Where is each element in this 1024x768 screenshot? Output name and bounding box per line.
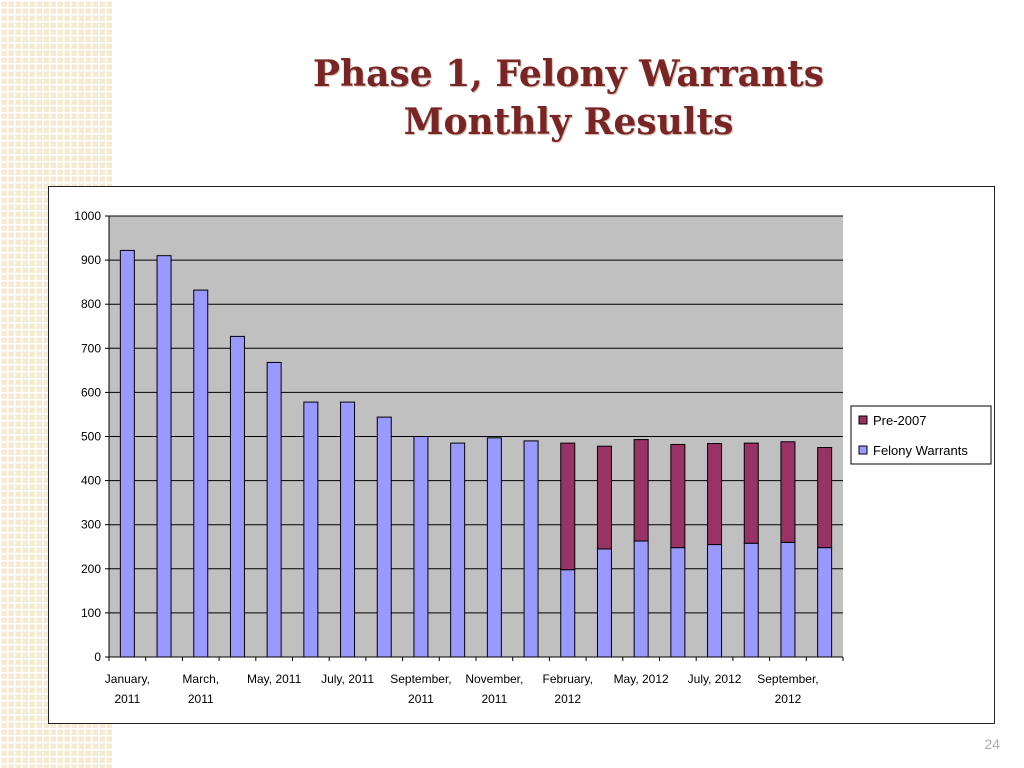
bar-felony-warrants bbox=[596, 548, 612, 658]
y-tick-label: 500 bbox=[81, 430, 101, 444]
x-tick-label: September, bbox=[757, 672, 818, 686]
bar-pre-2007 bbox=[707, 443, 723, 546]
bar-felony-warrants bbox=[780, 541, 796, 658]
bar-pre-2007 bbox=[817, 447, 833, 549]
bar-felony-warrants bbox=[193, 289, 209, 658]
bar-felony-warrants bbox=[450, 442, 466, 658]
bar-felony-warrants bbox=[413, 436, 429, 658]
slide-title-line-2: Monthly Results bbox=[403, 101, 734, 143]
x-tick-label: March, bbox=[182, 672, 219, 686]
x-tick-label: 2011 bbox=[408, 692, 434, 706]
bar-felony-warrants bbox=[523, 440, 539, 658]
bar-felony-warrants bbox=[707, 544, 723, 658]
x-tick-label: 2011 bbox=[188, 692, 214, 706]
x-tick-label: January, bbox=[105, 672, 150, 686]
page-number: 24 bbox=[984, 736, 1000, 752]
bar-felony-warrants bbox=[670, 547, 686, 658]
x-tick-label: February, bbox=[543, 672, 593, 686]
y-tick-label: 400 bbox=[81, 474, 101, 488]
y-tick-label: 900 bbox=[81, 253, 101, 267]
bar-pre-2007 bbox=[670, 443, 686, 549]
bar-pre-2007 bbox=[596, 445, 612, 550]
bar-felony-warrants bbox=[229, 335, 245, 658]
bar-felony-warrants bbox=[119, 249, 135, 658]
bar-felony-warrants bbox=[743, 542, 759, 658]
x-tick-label: September, bbox=[390, 672, 451, 686]
y-tick-label: 600 bbox=[81, 385, 101, 399]
chart-frame: 0 100 200 300 400 500 600 700 800 900 1000 January,… bbox=[48, 186, 995, 724]
y-tick-label: 800 bbox=[81, 297, 101, 311]
x-tick-label: May, 2012 bbox=[614, 672, 669, 686]
x-tick-label: 2011 bbox=[114, 692, 140, 706]
x-tick-label: May, 2011 bbox=[247, 672, 302, 686]
x-tick-label: 2012 bbox=[775, 692, 802, 706]
legend-swatch bbox=[858, 445, 868, 455]
y-tick-label: 100 bbox=[81, 606, 101, 620]
slide-title-line-1: Phase 1, Felony Warrants bbox=[312, 53, 825, 95]
legend-box bbox=[850, 405, 992, 465]
y-tick-label: 1000 bbox=[74, 209, 101, 223]
bar-pre-2007 bbox=[633, 439, 649, 542]
bar-felony-warrants bbox=[376, 416, 392, 658]
bar-pre-2007 bbox=[780, 441, 796, 543]
y-tick-label: 200 bbox=[81, 562, 101, 576]
bar-felony-warrants bbox=[266, 361, 282, 658]
x-tick-label: 2012 bbox=[554, 692, 581, 706]
bar-felony-warrants bbox=[486, 437, 502, 658]
legend-swatch bbox=[858, 415, 868, 425]
legend-label: Felony Warrants bbox=[873, 443, 968, 458]
bar-felony-warrants bbox=[156, 255, 172, 658]
bar-pre-2007 bbox=[743, 442, 759, 544]
bar-felony-warrants bbox=[633, 540, 649, 658]
y-tick-label: 0 bbox=[94, 650, 101, 664]
y-tick-label: 300 bbox=[81, 518, 101, 532]
x-tick-label: 2011 bbox=[481, 692, 507, 706]
bar-felony-warrants bbox=[560, 569, 576, 658]
slide-title: Phase 1, Felony Warrants Monthly Results bbox=[113, 50, 1024, 146]
bar-felony-warrants bbox=[817, 547, 833, 658]
legend-label: Pre-2007 bbox=[873, 413, 926, 428]
bar-felony-warrants bbox=[340, 401, 356, 658]
y-tick-label: 700 bbox=[81, 341, 101, 355]
x-tick-label: July, 2012 bbox=[688, 672, 742, 686]
x-tick-label: November, bbox=[465, 672, 523, 686]
bar-felony-warrants bbox=[303, 401, 319, 658]
bar-pre-2007 bbox=[560, 442, 576, 571]
x-tick-label: July, 2011 bbox=[321, 672, 374, 686]
bar-chart: 0 100 200 300 400 500 600 700 800 900 1000 January,… bbox=[74, 209, 992, 706]
